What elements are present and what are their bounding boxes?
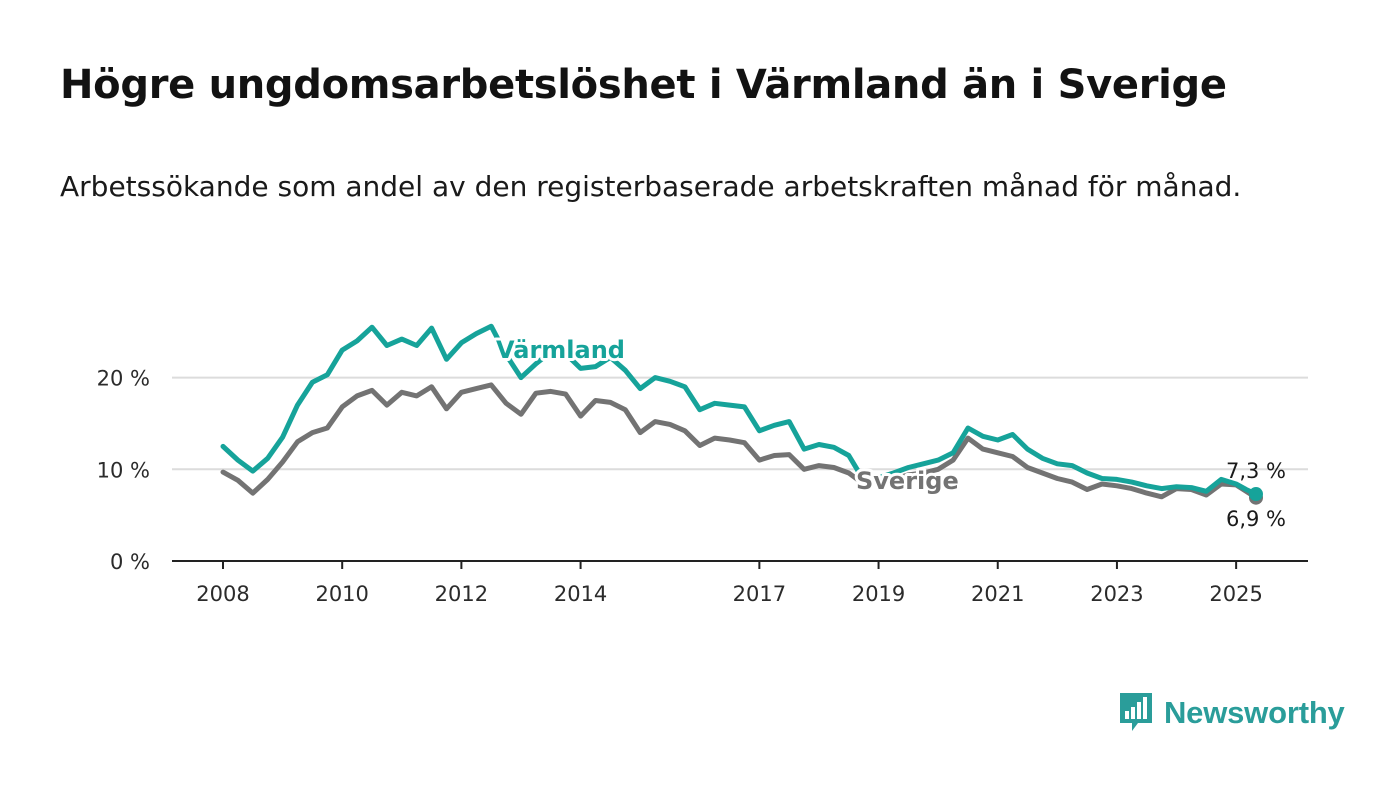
series-line-sverige [220,382,1259,501]
bar-chart-speech-bubble-icon [1120,693,1152,731]
series-label-varmland: Värmland [496,336,625,364]
chart-subtitle: Arbetssökande som andel av den registerb… [60,170,1242,203]
gridlines [172,376,1308,471]
y-tick-label: 10 % [97,458,150,482]
x-tick-label: 2019 [852,582,905,606]
x-tick-label: 2008 [196,582,249,606]
x-tick-label: 2012 [435,582,488,606]
y-axis-labels: 0 % 10 % 20 % [97,367,150,574]
series-labels: Värmland Sverige 7,3 % 6,9 % [493,333,1286,531]
newsworthy-logo[interactable]: Newsworthy [1118,690,1345,736]
x-tick-label: 2021 [971,582,1024,606]
series-lines [220,323,1263,505]
x-tick-label: 2023 [1090,582,1143,606]
x-tick-label: 2017 [733,582,786,606]
x-tick-label: 2014 [554,582,607,606]
brand-name: Newsworthy [1164,695,1345,730]
chart-title: Högre ungdomsarbetslöshet i Värmland än … [60,62,1227,108]
x-tick-label: 2010 [315,582,368,606]
x-axis-ticks: 2008 2010 2012 2014 2017 2019 2021 2023 2025 [196,561,1263,606]
end-label-sverige: 6,9 % [1226,507,1286,531]
x-tick-label: 2025 [1209,582,1262,606]
series-label-sverige: Sverige [856,467,959,495]
y-tick-label: 20 % [97,367,150,391]
y-tick-label: 0 % [110,550,150,574]
series-line-varmland [220,323,1259,497]
end-label-varmland: 7,3 % [1226,459,1286,483]
end-point-varmland [1249,487,1263,502]
